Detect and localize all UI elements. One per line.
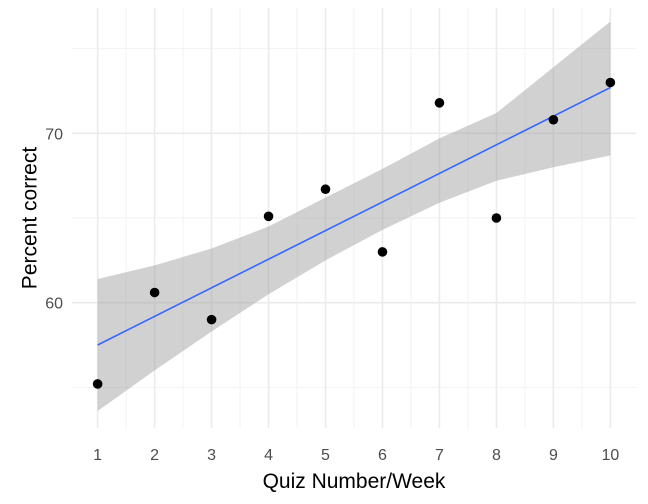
- data-point: [149, 287, 160, 298]
- x-axis-title: Quiz Number/Week: [263, 470, 446, 493]
- x-tick-label: 2: [150, 447, 159, 464]
- x-tick-label: 5: [321, 447, 330, 464]
- major-gridlines-x: [96, 8, 612, 428]
- minor-gridlines-y: [72, 48, 636, 388]
- y-tick-labels: 60 70: [45, 126, 63, 312]
- x-tick-label: 8: [492, 447, 501, 464]
- x-tick-label: 9: [549, 447, 558, 464]
- x-tick-label: 7: [435, 447, 444, 464]
- data-points: [92, 77, 616, 389]
- x-tick-labels: 1 2 3 4 5 6 7 8 9 10: [93, 447, 619, 464]
- data-point: [605, 77, 616, 88]
- x-tick-label: 4: [264, 447, 273, 464]
- major-gridlines-y: [72, 132, 636, 304]
- trend-line-layer: [97, 86, 611, 346]
- data-point: [491, 213, 502, 223]
- x-tick-label: 10: [601, 447, 619, 464]
- trend-line: [97, 86, 611, 346]
- y-tick-label: 60: [45, 296, 63, 313]
- data-point: [263, 211, 274, 222]
- x-tick-label: 3: [207, 447, 216, 464]
- data-point: [320, 184, 331, 195]
- data-point: [206, 314, 217, 325]
- y-axis-title: Percent correct: [18, 147, 41, 290]
- x-tick-label: 1: [93, 447, 102, 464]
- data-point: [434, 98, 445, 108]
- x-tick-label: 6: [378, 447, 387, 464]
- data-point: [377, 247, 388, 257]
- y-tick-label: 70: [45, 126, 63, 143]
- data-point: [548, 114, 559, 125]
- data-point: [92, 379, 103, 389]
